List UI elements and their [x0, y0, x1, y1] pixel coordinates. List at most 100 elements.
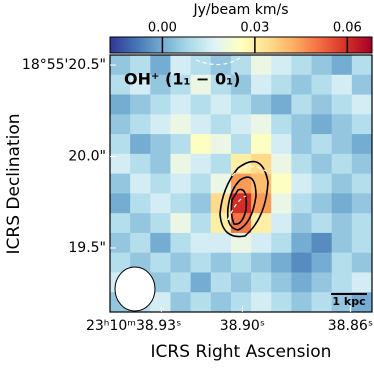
- map-pixel: [190, 134, 212, 155]
- colorbar: [109, 36, 373, 54]
- map-pixel: [351, 232, 373, 254]
- map-pixel: [251, 94, 272, 115]
- map-pixel: [351, 292, 373, 313]
- y-tick-label: 19.5": [68, 240, 106, 256]
- map-pixel: [331, 232, 353, 254]
- map-pixel: [291, 55, 313, 76]
- map-pixel: [271, 193, 292, 214]
- map-pixel: [110, 232, 131, 254]
- map-pixel: [271, 252, 292, 273]
- map-pixel: [311, 173, 333, 194]
- map-pixel: [210, 232, 232, 254]
- contour: [219, 160, 269, 238]
- contour: [195, 57, 241, 66]
- map-pixel: [311, 193, 333, 214]
- contour: [226, 176, 257, 231]
- map-pixel: [251, 55, 272, 76]
- map-pixel: [291, 94, 313, 115]
- map-pixel: [210, 114, 232, 135]
- map-pixel: [351, 55, 373, 76]
- map-pixel: [291, 292, 313, 313]
- plot-frame: [109, 54, 373, 313]
- map-pixel: [230, 213, 252, 234]
- colorbar-label: Jy/beam km/s: [192, 2, 288, 18]
- map-pixel: [150, 252, 171, 273]
- map-pixel: [210, 292, 232, 313]
- colorbar-tick-label: 0.03: [240, 21, 269, 36]
- map-pixel: [210, 153, 232, 175]
- map-pixel: [311, 272, 333, 293]
- map-pixel: [311, 213, 333, 234]
- map-pixel: [110, 134, 131, 155]
- map-pixel: [110, 252, 131, 273]
- map-pixel: [311, 252, 333, 273]
- map-pixel: [110, 213, 131, 234]
- x-axis-label: ICRS Right Ascension: [151, 342, 332, 362]
- map-pixel: [130, 55, 151, 76]
- map-pixel: [130, 153, 151, 175]
- map-pixel: [150, 55, 171, 76]
- map-pixel: [150, 272, 171, 293]
- map-pixel: [170, 114, 192, 135]
- y-tick-label: 18°55'20.5": [22, 57, 106, 73]
- map-pixel: [230, 74, 252, 96]
- map-pixel: [291, 232, 313, 254]
- map-pixel: [230, 55, 252, 76]
- map-pixel: [331, 193, 353, 214]
- map-pixel: [170, 153, 192, 175]
- map-pixel: [190, 114, 212, 135]
- map-pixel: [210, 134, 232, 155]
- map-pixel: [251, 292, 272, 313]
- x-tick-label: 23ʰ10ᵐ38.93ˢ: [86, 318, 181, 334]
- map-pixel: [351, 94, 373, 115]
- map-pixel: [331, 134, 353, 155]
- contours: [195, 57, 271, 238]
- map-pixel: [210, 94, 232, 115]
- map-pixel: [190, 292, 212, 313]
- map-pixel: [210, 74, 232, 96]
- y-axis-label: ICRS Declination: [4, 114, 24, 255]
- map-pixel: [331, 292, 353, 313]
- map-pixel: [311, 153, 333, 175]
- map-pixel: [190, 94, 212, 115]
- map-pixel: [351, 213, 373, 234]
- map-pixel: [311, 55, 333, 76]
- map-pixel: [331, 94, 353, 115]
- map-pixel: [230, 134, 252, 155]
- map-pixel: [351, 193, 373, 214]
- map-pixel: [251, 272, 272, 293]
- map-pixel: [170, 272, 192, 293]
- map-pixel: [331, 213, 353, 234]
- colorbar-tick-label: 0.06: [333, 21, 362, 36]
- map: [110, 55, 373, 313]
- map-pixel: [251, 153, 272, 175]
- map-pixel: [271, 74, 292, 96]
- map-pixel: [230, 252, 252, 273]
- map-pixel: [251, 232, 272, 254]
- x-tick-label: 38.86ˢ: [328, 318, 373, 334]
- map-pixel: [190, 213, 212, 234]
- map-pixel: [230, 292, 252, 313]
- map-pixel: [170, 74, 192, 96]
- map-pixel: [311, 134, 333, 155]
- map-pixel: [190, 252, 212, 273]
- map-pixel: [150, 74, 171, 96]
- map-pixel: [110, 94, 131, 115]
- map-pixel: [230, 272, 252, 293]
- map-pixel: [331, 55, 353, 76]
- map-pixel: [351, 134, 373, 155]
- map-pixel: [251, 213, 272, 234]
- map-pixel: [271, 292, 292, 313]
- map-pixel: [291, 272, 313, 293]
- map-pixel: [271, 94, 292, 115]
- map-pixel: [110, 74, 131, 96]
- scale-bar-label: 1 kpc: [332, 295, 365, 308]
- map-pixel: [230, 94, 252, 115]
- map-pixel: [291, 153, 313, 175]
- annotation: OH⁺ (1₁ − 0₁): [124, 70, 240, 89]
- map-pixel: [230, 173, 252, 194]
- contour: [231, 165, 271, 177]
- map-pixel: [170, 252, 192, 273]
- map-pixel: [150, 193, 171, 214]
